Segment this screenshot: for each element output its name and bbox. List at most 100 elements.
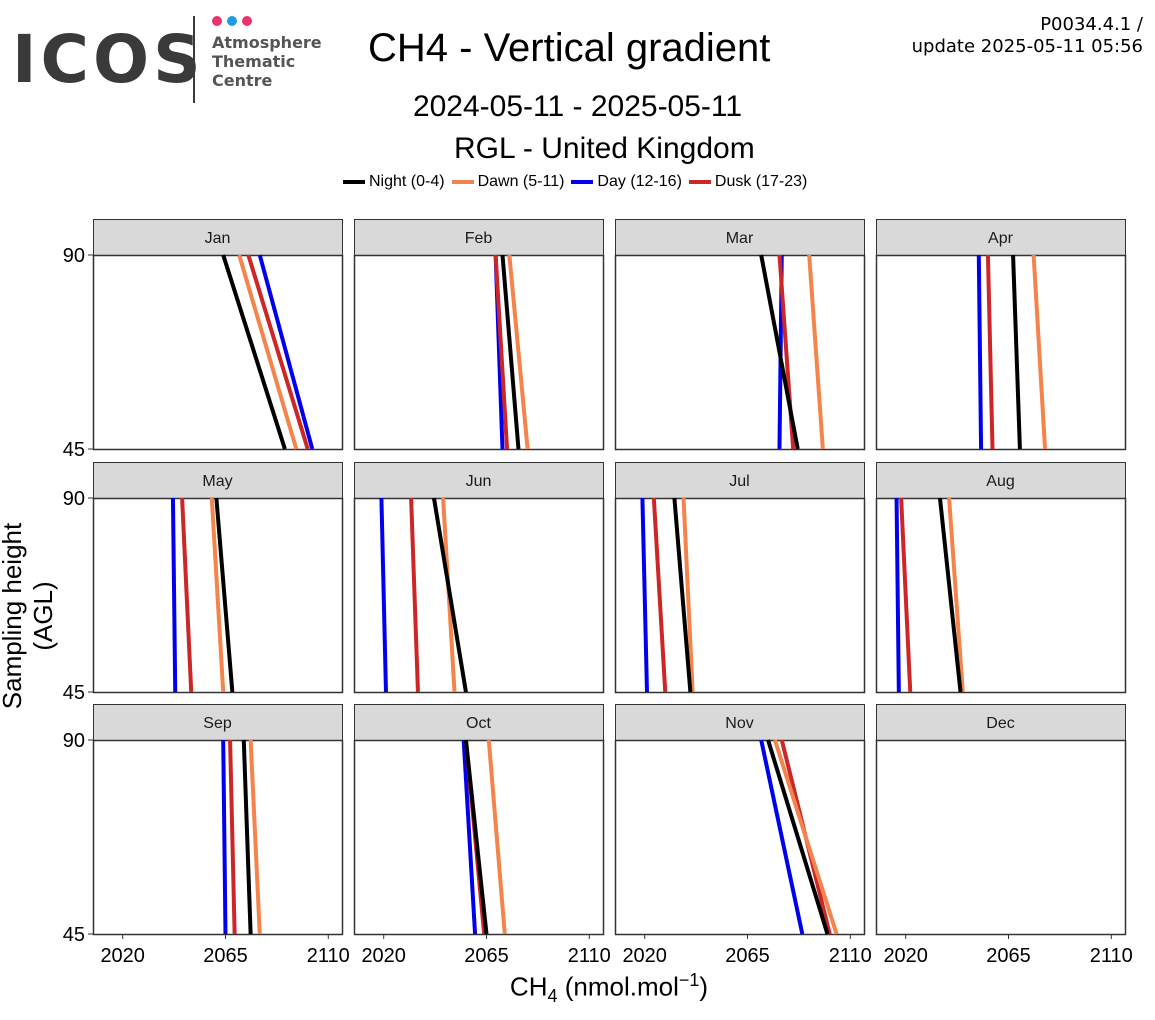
x-tick-label: 2110	[307, 945, 350, 967]
facet-strip-label: Apr	[988, 230, 1014, 247]
legend-item: Dusk (17-23)	[688, 173, 808, 191]
series-line	[640, 497, 649, 693]
x-axis-label-close: )	[699, 971, 709, 1002]
facet-strip-label: Jan	[205, 230, 231, 247]
series-line	[500, 254, 521, 450]
facet-strip-label: Dec	[986, 715, 1014, 732]
series-line	[180, 497, 194, 693]
series-line	[486, 739, 507, 935]
series-line	[1011, 254, 1022, 450]
logo-dot	[227, 16, 237, 26]
x-tick-label: 2065	[203, 945, 248, 967]
logo-subtitle-line: Centre	[212, 71, 273, 90]
x-axis-label-subscript: 4	[547, 985, 558, 1006]
x-tick-label: 2110	[568, 945, 611, 967]
y-tick-label: 45	[63, 924, 85, 946]
update-line: update 2025-05-11 05:56	[911, 36, 1143, 57]
series-line	[228, 739, 237, 935]
date-range: 2024-05-11 - 2025-05-11	[412, 90, 743, 123]
series-line	[807, 254, 825, 450]
series-line	[221, 739, 228, 935]
facet-strip	[876, 219, 1126, 256]
x-tick-label: 2020	[361, 945, 406, 967]
facet-strip-label: Nov	[725, 715, 753, 732]
station-name: RGL - United Kingdom	[454, 132, 755, 165]
series-line	[672, 497, 693, 693]
y-axis-label: Sampling height (AGL)	[0, 522, 58, 710]
facet-panel	[614, 254, 866, 451]
y-tick-label: 45	[63, 439, 85, 461]
series-line	[237, 254, 299, 450]
y-tick-label: 90	[63, 488, 85, 510]
legend-label: Day (12-16)	[597, 173, 682, 190]
series-line	[759, 739, 805, 935]
series-line	[246, 254, 310, 450]
x-tick-label: 2065	[986, 945, 1031, 967]
series-line	[431, 497, 468, 693]
series-line	[937, 497, 963, 693]
facet-panel	[353, 739, 605, 936]
series-line	[759, 254, 800, 450]
x-tick-label: 2065	[725, 945, 770, 967]
legend-label: Dusk (17-23)	[714, 173, 808, 190]
facet-strip	[354, 462, 604, 499]
facet-panel	[875, 497, 1127, 694]
series-line	[214, 497, 235, 693]
version-line: P0034.4.1 /	[1040, 14, 1143, 35]
series-line	[1031, 254, 1048, 450]
series-line	[651, 497, 668, 693]
y-tick-label: 90	[63, 245, 85, 267]
series-line	[461, 739, 478, 935]
facet-strip-label: May	[202, 473, 232, 490]
facet-panel	[92, 254, 344, 451]
logo-subtitle-line: Thematic	[212, 52, 296, 71]
facet-strip	[354, 219, 604, 256]
x-axis-label-superscript: −1	[678, 970, 700, 990]
series-line	[894, 497, 901, 693]
facet-strip-label: Mar	[726, 230, 754, 247]
x-tick-label: 2020	[883, 945, 928, 967]
x-tick-label: 2065	[464, 945, 509, 967]
facet-strip-label: Aug	[986, 473, 1014, 490]
logo-subtitle-line: Atmosphere	[212, 33, 322, 52]
facet-strip	[93, 219, 343, 256]
series-line	[493, 254, 510, 450]
series-line	[985, 254, 995, 450]
legend-swatch	[343, 180, 365, 184]
series-line	[170, 497, 178, 693]
series-line	[681, 497, 695, 693]
facet-strip-label: Oct	[466, 715, 491, 732]
legend-label: Night (0-4)	[369, 173, 445, 190]
legend-item: Day (12-16)	[571, 173, 682, 191]
series-line	[507, 254, 530, 450]
series-line	[409, 497, 420, 693]
facet-panel	[92, 739, 344, 936]
x-tick-label: 2020	[100, 945, 145, 967]
series-line	[248, 739, 262, 935]
y-tick-label: 45	[63, 682, 85, 704]
facet-strip-label: Feb	[465, 230, 493, 247]
x-tick-label: 2110	[1090, 945, 1133, 967]
series-line	[221, 254, 287, 450]
x-tick-label: 2110	[829, 945, 872, 967]
logo-divider	[193, 16, 195, 103]
logo-dot	[212, 16, 222, 26]
version-info: P0034.4.1 / update 2025-05-11 05:56	[912, 14, 1143, 58]
series-line	[773, 739, 839, 935]
facet-panel	[875, 254, 1127, 451]
logo-dot	[242, 16, 252, 26]
x-axis-label: CH4 (nmol.mol−1)	[0, 970, 1155, 1007]
series-line	[257, 254, 315, 450]
legend-item: Night (0-4)	[343, 173, 445, 191]
legend-swatch	[451, 180, 474, 184]
facet-panel	[614, 497, 866, 694]
x-axis-label-unit: (nmol.mol	[557, 971, 679, 1002]
series-line	[899, 497, 913, 693]
facet-strip	[93, 704, 343, 741]
legend-swatch	[571, 180, 594, 184]
legend: Night (0-4) Dawn (5-11) Day (12-16) Dusk (1…	[343, 171, 814, 193]
facet-strip	[876, 704, 1126, 741]
icos-logo-text: ICOS	[12, 21, 205, 98]
facet-strip	[615, 219, 865, 256]
series-line	[379, 497, 388, 693]
